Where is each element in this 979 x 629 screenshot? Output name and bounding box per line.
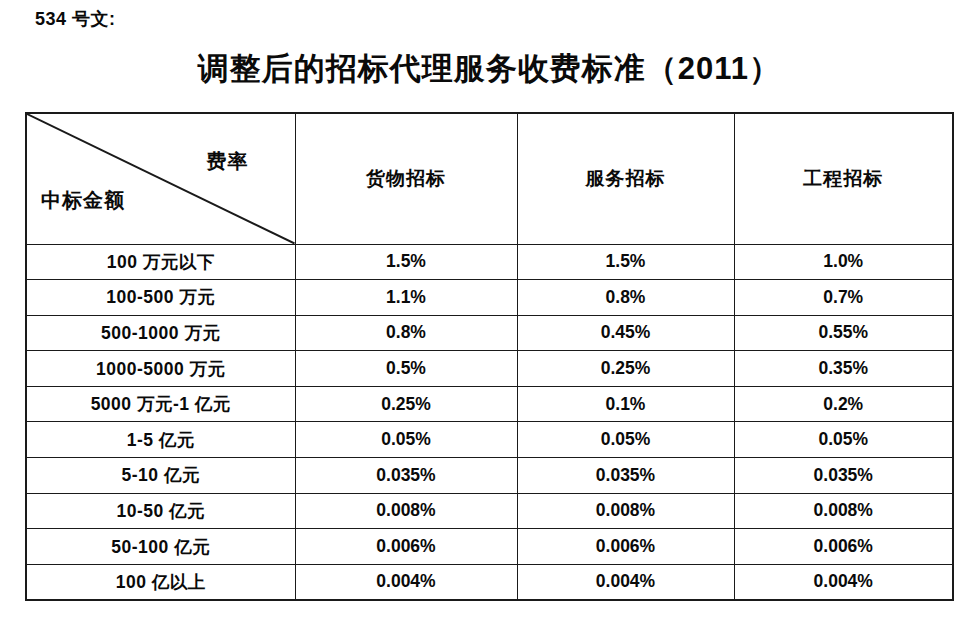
table-row: 100 亿以上 0.004% 0.004% 0.004%	[26, 564, 953, 600]
row-label-cell: 50-100 亿元	[26, 529, 295, 565]
rate-value-cell: 1.5%	[517, 244, 734, 280]
rate-value-cell: 0.8%	[517, 280, 734, 316]
rate-value-cell: 0.035%	[295, 458, 517, 494]
table-header-row: 费率 中标金额 货物招标 服务招标 工程招标	[26, 113, 953, 244]
rate-value-cell: 0.008%	[295, 493, 517, 529]
corner-label-fee-rate: 费率	[207, 148, 249, 175]
rate-value-cell: 0.45%	[517, 315, 734, 351]
row-label-cell: 500-1000 万元	[26, 315, 295, 351]
column-header-engineering: 工程招标	[734, 113, 953, 244]
row-label-cell: 1-5 亿元	[26, 422, 295, 458]
rate-value-cell: 0.035%	[517, 458, 734, 494]
document-page: 534 号文: 调整后的招标代理服务收费标准（2011） 费率 中标金额 货物招…	[0, 0, 979, 629]
diagonal-divider-line	[27, 114, 295, 244]
rate-value-cell: 0.004%	[517, 564, 734, 600]
fee-rate-table: 费率 中标金额 货物招标 服务招标 工程招标 100 万元以下 1.5% 1.5…	[25, 112, 954, 601]
column-header-services: 服务招标	[517, 113, 734, 244]
rate-value-cell: 0.004%	[295, 564, 517, 600]
page-title: 调整后的招标代理服务收费标准（2011）	[0, 48, 979, 90]
rate-value-cell: 0.006%	[734, 529, 953, 565]
rate-value-cell: 0.008%	[734, 493, 953, 529]
rate-value-cell: 0.5%	[295, 351, 517, 387]
table-row: 1-5 亿元 0.05% 0.05% 0.05%	[26, 422, 953, 458]
rate-value-cell: 0.006%	[295, 529, 517, 565]
rate-value-cell: 1.5%	[295, 244, 517, 280]
row-label-cell: 100 万元以下	[26, 244, 295, 280]
table-row: 50-100 亿元 0.006% 0.006% 0.006%	[26, 529, 953, 565]
rate-value-cell: 0.25%	[295, 386, 517, 422]
rate-value-cell: 0.7%	[734, 280, 953, 316]
table-row: 5000 万元-1 亿元 0.25% 0.1% 0.2%	[26, 386, 953, 422]
doc-number-label: 534 号文:	[35, 7, 116, 31]
rate-value-cell: 1.1%	[295, 280, 517, 316]
rate-value-cell: 0.05%	[517, 422, 734, 458]
table-row: 100-500 万元 1.1% 0.8% 0.7%	[26, 280, 953, 316]
rate-value-cell: 0.25%	[517, 351, 734, 387]
row-label-cell: 5-10 亿元	[26, 458, 295, 494]
rate-value-cell: 0.035%	[734, 458, 953, 494]
corner-cell: 费率 中标金额	[26, 113, 295, 244]
row-label-cell: 10-50 亿元	[26, 493, 295, 529]
row-label-cell: 100 亿以上	[26, 564, 295, 600]
rate-value-cell: 0.05%	[734, 422, 953, 458]
table-row: 500-1000 万元 0.8% 0.45% 0.55%	[26, 315, 953, 351]
table-row: 1000-5000 万元 0.5% 0.25% 0.35%	[26, 351, 953, 387]
row-label-cell: 5000 万元-1 亿元	[26, 386, 295, 422]
rate-value-cell: 0.006%	[517, 529, 734, 565]
rate-value-cell: 0.2%	[734, 386, 953, 422]
rate-value-cell: 1.0%	[734, 244, 953, 280]
rate-value-cell: 0.008%	[517, 493, 734, 529]
rate-value-cell: 0.8%	[295, 315, 517, 351]
rate-value-cell: 0.05%	[295, 422, 517, 458]
column-header-goods: 货物招标	[295, 113, 517, 244]
table-row: 5-10 亿元 0.035% 0.035% 0.035%	[26, 458, 953, 494]
row-label-cell: 1000-5000 万元	[26, 351, 295, 387]
rate-value-cell: 0.55%	[734, 315, 953, 351]
rate-value-cell: 0.004%	[734, 564, 953, 600]
row-label-cell: 100-500 万元	[26, 280, 295, 316]
rate-value-cell: 0.35%	[734, 351, 953, 387]
table-row: 100 万元以下 1.5% 1.5% 1.0%	[26, 244, 953, 280]
table-row: 10-50 亿元 0.008% 0.008% 0.008%	[26, 493, 953, 529]
corner-label-bid-amount: 中标金额	[41, 187, 125, 214]
rate-value-cell: 0.1%	[517, 386, 734, 422]
